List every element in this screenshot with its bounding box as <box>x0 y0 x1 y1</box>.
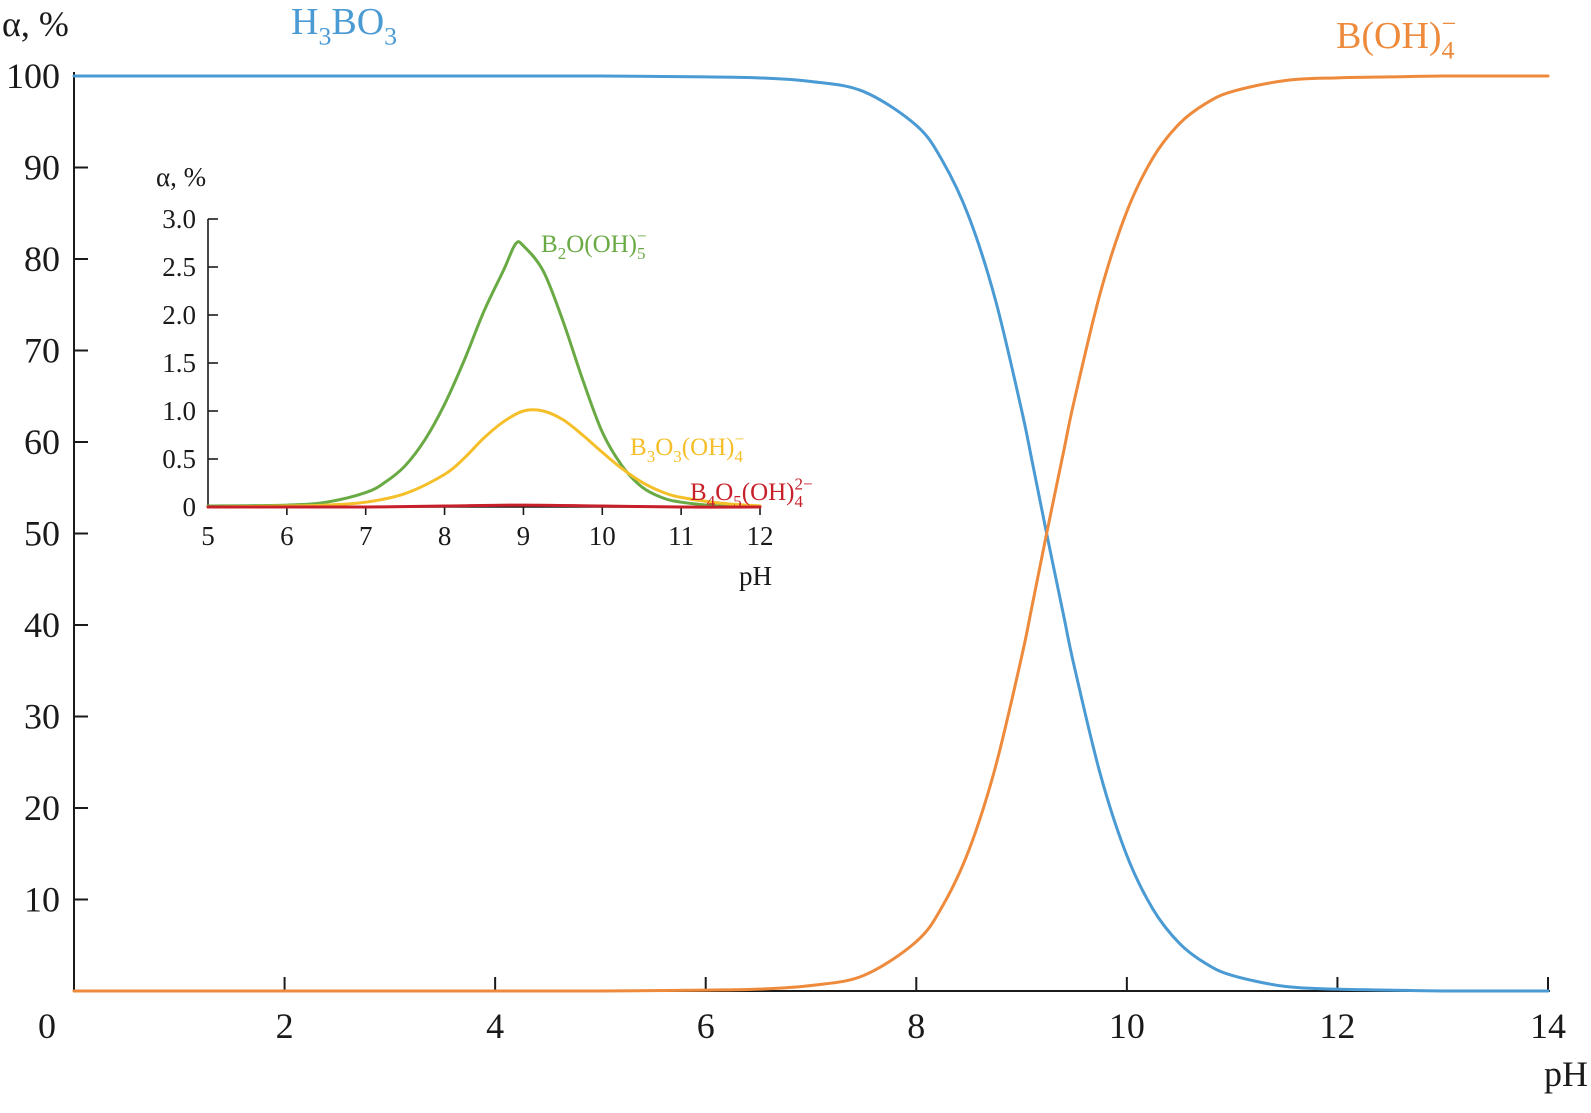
inset-y-tick-label: 3.0 <box>162 204 196 234</box>
series-label-h3bo3: H3BO3 <box>291 1 397 51</box>
series-line-h3bo3 <box>72 74 1550 993</box>
main-series <box>72 74 1550 993</box>
inset-x-tick-label: 5 <box>201 521 215 551</box>
inset-series-line-b3o3-oh-4 <box>206 408 762 509</box>
x-tick-label: 14 <box>1530 1006 1566 1046</box>
inset-y-tick-label: 1.0 <box>162 396 196 426</box>
x-tick-label: 6 <box>697 1006 715 1046</box>
series-label-b3o3-oh4: B3O3(OH)4− <box>630 430 744 467</box>
x-tick-label: 4 <box>486 1006 504 1046</box>
x-tick-label: 0 <box>38 1006 56 1046</box>
inset-x-tick-label: 9 <box>517 521 531 551</box>
y-tick-label: 90 <box>24 148 60 188</box>
series-label-b2o-oh5: B2O(OH)5− <box>541 227 647 264</box>
inset-x-tick-label: 7 <box>359 521 373 551</box>
series-label-b4o5-oh4: B4O5(OH)42− <box>690 475 813 512</box>
inset-series-line-b2o-oh-5 <box>206 240 762 509</box>
inset-y-axis-label: α, % <box>156 162 206 192</box>
inset-y-tick-label: 2.5 <box>162 252 196 282</box>
inset-y-tick-label: 0.5 <box>162 444 196 474</box>
inset-series-line-b4o5-oh-42 <box>206 503 762 509</box>
inset-x-tick-label: 6 <box>280 521 294 551</box>
y-tick-label: 100 <box>6 56 60 96</box>
inset-y-tick-label: 2.0 <box>162 300 196 330</box>
y-tick-label: 40 <box>24 605 60 645</box>
x-axis-label: pH <box>1544 1054 1588 1094</box>
inset-y-tick-label: 1.5 <box>162 348 196 378</box>
inset-axes: 5 6 7 8 9 10 11 12 0 0.5 1.0 1.5 2.0 2.5 3.0 α, % pH <box>156 162 774 591</box>
inset-plot: 5 6 7 8 9 10 11 12 0 0.5 1.0 1.5 2.0 2.5 3.0 α, % pH B2O… <box>156 162 813 591</box>
y-tick-label: 80 <box>24 239 60 279</box>
y-tick-label: 20 <box>24 788 60 828</box>
inset-labels: B2O(OH)5− B3O3(OH)4− B4O5(OH)42− <box>541 227 813 512</box>
y-axis-label: α, % <box>2 4 69 44</box>
y-tick-label: 50 <box>24 514 60 554</box>
y-tick-label: 10 <box>24 880 60 920</box>
y-tick-label: 70 <box>24 331 60 371</box>
x-tick-label: 12 <box>1319 1006 1355 1046</box>
inset-x-tick-label: 11 <box>668 521 694 551</box>
x-tick-label: 2 <box>276 1006 294 1046</box>
inset-x-tick-label: 8 <box>438 521 452 551</box>
y-tick-label: 60 <box>24 422 60 462</box>
inset-x-tick-label: 10 <box>589 521 616 551</box>
series-line-b-oh-4 <box>72 74 1550 993</box>
inset-x-axis-label: pH <box>739 561 772 591</box>
main-labels: H3BO3 B(OH)4− <box>291 1 1456 65</box>
series-label-boh4: B(OH)4− <box>1336 9 1456 65</box>
x-tick-label: 8 <box>907 1006 925 1046</box>
inset-y-tick-label: 0 <box>183 492 197 522</box>
inset-series <box>206 240 762 509</box>
inset-x-tick-label: 12 <box>747 521 774 551</box>
y-tick-label: 30 <box>24 697 60 737</box>
x-tick-label: 10 <box>1109 1006 1145 1046</box>
